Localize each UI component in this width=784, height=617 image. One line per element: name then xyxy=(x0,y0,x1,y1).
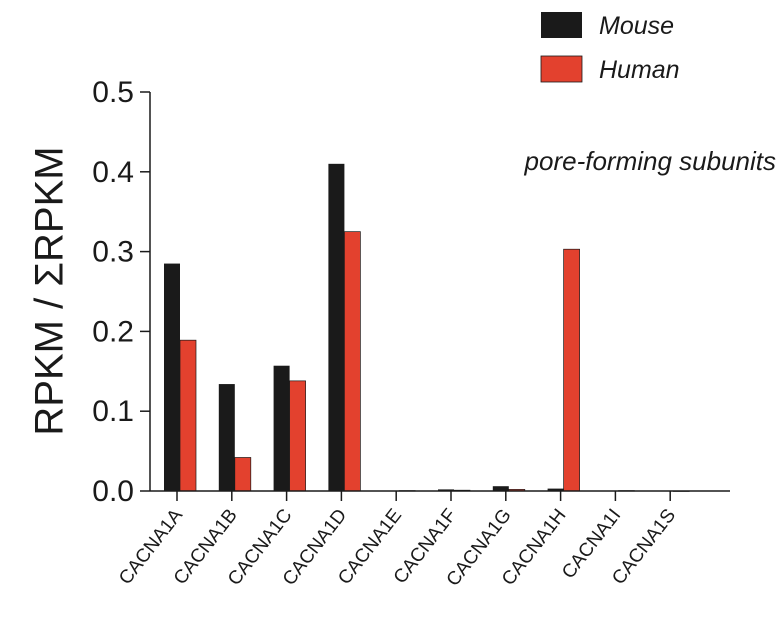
y-tick-label: 0.4 xyxy=(92,156,134,189)
y-tick-label: 0.2 xyxy=(92,315,134,348)
bar-mouse-cacna1h xyxy=(547,488,564,491)
legend: Mouse Human xyxy=(540,12,680,84)
bar-human-cacna1b xyxy=(234,457,252,492)
bar-human-cacna1a xyxy=(179,339,197,492)
legend-swatch-mouse xyxy=(541,12,582,38)
bar-mouse-cacna1f xyxy=(438,489,454,491)
bar-mouse-cacna1g xyxy=(492,486,509,491)
bar-human-cacna1d xyxy=(344,231,361,492)
y-tick-label: 0.1 xyxy=(92,395,134,428)
legend-label-human: Human xyxy=(599,56,680,84)
y-axis-title: RPKM / ΣRPKM xyxy=(28,146,72,435)
y-ticks-group: 0.0 0.1 0.2 0.3 0.4 0.5 xyxy=(92,76,150,508)
legend-swatch-human xyxy=(540,55,583,83)
y-tick-label: 0.5 xyxy=(92,76,134,109)
bar-mouse-cacna1d xyxy=(328,163,345,491)
y-tick-label: 0.3 xyxy=(92,236,134,269)
bar-human-cacna1c xyxy=(289,380,306,492)
y-tick-label: 0.0 xyxy=(92,475,134,508)
axes-group xyxy=(149,92,730,492)
bar-mouse-cacna1c xyxy=(273,365,290,491)
x-ticks-group: CACNA1ACACNA1BCACNA1CCACNA1DCACNA1ECACNA… xyxy=(115,491,680,590)
bar-human-cacna1h xyxy=(563,248,580,492)
bar-mouse-cacna1b xyxy=(218,384,235,491)
bars-group xyxy=(164,163,690,492)
legend-label-mouse: Mouse xyxy=(599,12,674,40)
annotation-label: pore-forming subunits xyxy=(524,146,776,176)
bar-mouse-cacna1a xyxy=(164,263,180,491)
